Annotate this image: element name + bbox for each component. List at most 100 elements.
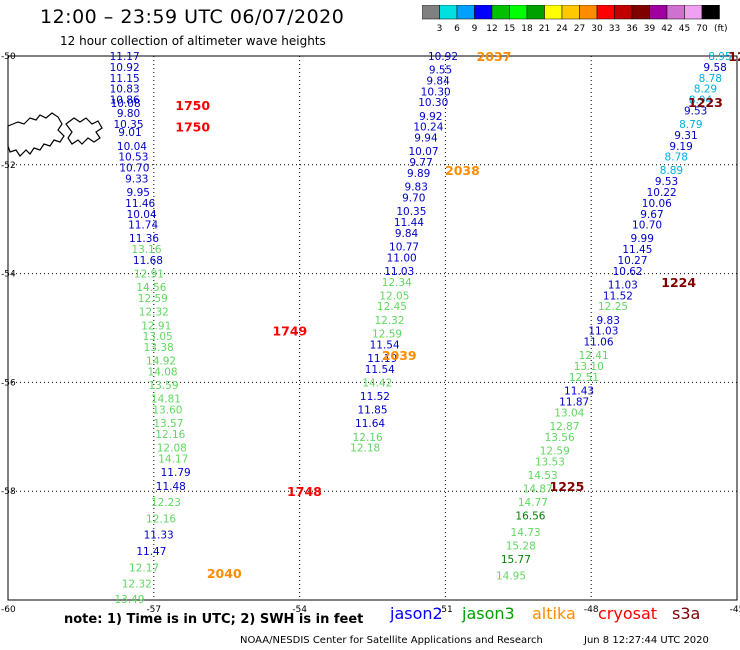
footer-credit: NOAA/NESDIS Center for Satellite Applica… bbox=[240, 635, 543, 646]
wave-height-value: 8.78 bbox=[665, 152, 688, 164]
wave-height-value: 10.92 bbox=[110, 62, 140, 74]
wave-height-value: 11.43 bbox=[564, 386, 594, 398]
wave-height-value: 10.08 bbox=[111, 98, 141, 110]
wave-height-value: 9.70 bbox=[402, 192, 425, 204]
legend-tick-label: 6 bbox=[454, 24, 460, 34]
wave-height-value: 11.48 bbox=[156, 481, 186, 493]
wave-height-value: 11.52 bbox=[360, 391, 390, 403]
wave-height-value: 12.08 bbox=[157, 443, 187, 455]
wave-height-value: 10.04 bbox=[117, 141, 147, 153]
wave-height-value: 11.44 bbox=[394, 217, 424, 229]
pass-time-label: 1225 bbox=[550, 479, 585, 494]
legend-unit: (ft) bbox=[714, 24, 728, 34]
wave-height-value: 13.04 bbox=[554, 407, 584, 419]
pass-time-label: 1223 bbox=[688, 95, 723, 110]
wave-height-value: 15.77 bbox=[501, 554, 531, 566]
lon-tick-label: -51 bbox=[438, 605, 453, 615]
wave-height-value: 9.58 bbox=[703, 62, 726, 74]
wave-height-value: 11.85 bbox=[357, 405, 387, 417]
wave-height-value: 12.34 bbox=[382, 277, 412, 289]
wave-height-value: 14.08 bbox=[148, 367, 178, 379]
legend-tick-label: 21 bbox=[539, 24, 550, 34]
wave-height-value: 10.83 bbox=[110, 84, 140, 96]
wave-height-value: 10.77 bbox=[389, 241, 419, 253]
legend-tick-label: 27 bbox=[574, 24, 585, 34]
wave-height-value: 12.41 bbox=[579, 350, 609, 362]
wave-height-value: 10.30 bbox=[418, 97, 448, 109]
wave-height-value: 11.45 bbox=[622, 244, 652, 256]
wave-height-value: 14.81 bbox=[151, 394, 181, 406]
pass-time-label: 2039 bbox=[382, 348, 417, 363]
wave-height-value: 12.32 bbox=[139, 307, 169, 319]
lon-tick-label: -57 bbox=[146, 605, 161, 615]
wave-height-value: 9.55 bbox=[429, 65, 452, 77]
pass-time-label: 1750 bbox=[175, 98, 210, 113]
wave-height-value: 9.95 bbox=[127, 187, 150, 199]
wave-height-value: 11.17 bbox=[110, 51, 140, 63]
lat-tick-label: -56 bbox=[1, 378, 16, 388]
wave-height-value: 11.79 bbox=[161, 467, 191, 479]
wave-height-value: 9.99 bbox=[631, 233, 654, 245]
wave-height-value: 14.42 bbox=[362, 377, 392, 389]
wave-height-value: 13.59 bbox=[148, 380, 178, 392]
wave-height-value: 12.87 bbox=[549, 421, 579, 433]
wave-height-value: 9.53 bbox=[655, 176, 678, 188]
wave-height-value: 13.38 bbox=[144, 342, 174, 354]
wave-height-value: 9.89 bbox=[407, 168, 430, 180]
wave-height-value: 11.36 bbox=[129, 233, 159, 245]
wave-height-value: 10.07 bbox=[408, 146, 438, 158]
wave-height-value: 10.24 bbox=[413, 122, 443, 134]
wave-height-value: 9.53 bbox=[684, 105, 707, 117]
mission-label: jason2 bbox=[390, 604, 443, 623]
wave-height-value: 14.17 bbox=[158, 454, 188, 466]
legend-tick-label: 36 bbox=[626, 24, 638, 34]
legend-tick-label: 39 bbox=[644, 24, 656, 34]
wave-height-value: 10.70 bbox=[119, 163, 149, 175]
pass-time-label: 1749 bbox=[272, 324, 307, 339]
wave-height-value: 11.52 bbox=[603, 290, 633, 302]
wave-height-value: 11.87 bbox=[559, 396, 589, 408]
wave-height-value: 14.56 bbox=[136, 282, 166, 294]
wave-height-value: 9.33 bbox=[125, 173, 148, 185]
mission-label: cryosat bbox=[598, 604, 658, 623]
legend-tick-label: 18 bbox=[521, 24, 533, 34]
coastline bbox=[65, 117, 103, 145]
wave-height-value: 9.19 bbox=[669, 141, 692, 153]
wave-height-value: 12.32 bbox=[374, 315, 404, 327]
wave-height-value: 14.73 bbox=[511, 527, 541, 539]
wave-height-value: 9.77 bbox=[409, 157, 432, 169]
color-legend: 3 6 9 12 15 18 21 24 27 30 33 36 39 42 45 70 (ft) bbox=[422, 5, 728, 34]
wave-height-value: 11.19 bbox=[367, 353, 397, 365]
wave-height-value: 11.64 bbox=[355, 418, 385, 430]
wave-height-value: 12.59 bbox=[540, 445, 570, 457]
wave-height-value: 9.83 bbox=[405, 182, 428, 194]
legend-tick-label: 45 bbox=[679, 24, 690, 34]
wave-height-value: 10.27 bbox=[617, 255, 647, 267]
wave-height-value: 10.30 bbox=[421, 86, 451, 98]
wave-height-value: 12.23 bbox=[151, 497, 181, 509]
mission-label: s3a bbox=[672, 604, 701, 623]
legend-swatch bbox=[701, 5, 720, 20]
wave-height-value: 10.04 bbox=[127, 209, 157, 221]
lon-tick-label: -54 bbox=[292, 605, 307, 615]
legend-tick-label: 3 bbox=[437, 24, 443, 34]
wave-height-value: 16.56 bbox=[515, 511, 545, 523]
legend-tick-label: 15 bbox=[504, 24, 515, 34]
wave-height-value: 14.53 bbox=[528, 470, 558, 482]
wave-height-value: 12.91 bbox=[141, 320, 171, 332]
wave-height-value: 12.59 bbox=[372, 328, 402, 340]
legend-tick-label: 42 bbox=[661, 24, 672, 34]
footer-timestamp: Jun 8 12:27:44 UTC 2020 bbox=[584, 635, 709, 646]
wave-height-value: 12.32 bbox=[122, 579, 152, 591]
wave-height-value: 13.60 bbox=[152, 405, 182, 417]
wave-height-value: 9.84 bbox=[395, 228, 419, 240]
wave-height-value: 12.05 bbox=[379, 290, 409, 302]
pass-time-label: 2040 bbox=[207, 566, 242, 581]
wave-height-value: 10.62 bbox=[613, 266, 643, 278]
wave-height-value: 9.92 bbox=[419, 111, 442, 123]
footer-note: note: 1) Time is in UTC; 2) SWH is in fe… bbox=[64, 612, 364, 627]
wave-height-value: 11.46 bbox=[125, 198, 155, 210]
wave-height-value: 11.03 bbox=[384, 266, 414, 278]
wave-height-value: 8.94 bbox=[689, 95, 713, 107]
